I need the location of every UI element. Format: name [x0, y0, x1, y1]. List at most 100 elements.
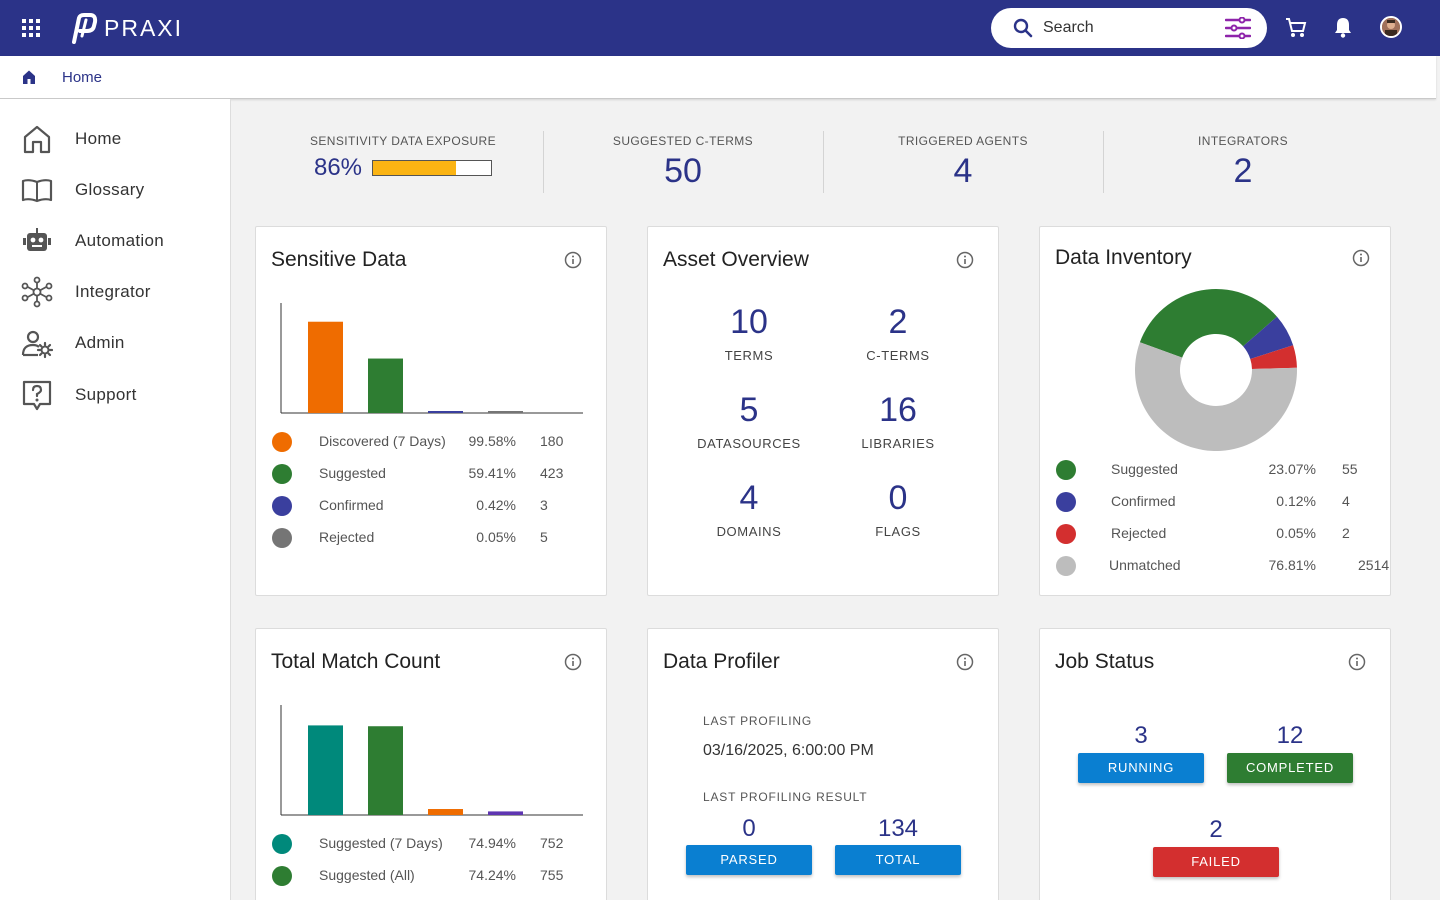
- logo-text: PRAXI: [104, 14, 184, 41]
- exposure-progress-bar: [372, 160, 493, 176]
- legend-count: 2: [1342, 525, 1350, 541]
- sidebar-item-automation[interactable]: Automation: [0, 219, 230, 263]
- sidebar-item-support[interactable]: Support: [0, 373, 230, 417]
- donut-slice[interactable]: [1135, 342, 1297, 451]
- total-button[interactable]: TOTAL: [835, 845, 961, 875]
- apps-grid-icon[interactable]: [22, 19, 40, 37]
- bar[interactable]: [308, 725, 343, 815]
- sidebar-item-label: Automation: [75, 231, 164, 250]
- bar[interactable]: [308, 321, 343, 413]
- running-button[interactable]: RUNNING: [1078, 753, 1204, 783]
- info-icon[interactable]: [956, 653, 974, 671]
- info-icon[interactable]: [1352, 249, 1370, 267]
- info-icon[interactable]: [564, 653, 582, 671]
- completed-button[interactable]: COMPLETED: [1227, 753, 1353, 783]
- filter-icon[interactable]: [1225, 17, 1251, 39]
- book-icon: [21, 179, 53, 203]
- bar[interactable]: [488, 411, 523, 413]
- stat-value: 0: [888, 479, 908, 517]
- search-input[interactable]: [1043, 19, 1213, 37]
- legend-dot: [272, 464, 292, 484]
- data-inventory-donut-chart: [1135, 289, 1297, 451]
- legend-name: Suggested (7 Days): [319, 835, 443, 851]
- stat-datasources[interactable]: 5 DATASOURCES: [674, 391, 824, 451]
- card-title: Sensitive Data: [271, 248, 407, 271]
- card-job-status: Job Status 3 RUNNING 12 COMPLETED 2 FAIL…: [1039, 628, 1391, 900]
- bar[interactable]: [488, 811, 523, 815]
- donut-slice[interactable]: [1243, 316, 1294, 359]
- legend-name: Confirmed: [319, 497, 384, 513]
- legend-name: Suggested: [1111, 461, 1178, 477]
- home-icon[interactable]: [21, 69, 37, 85]
- sidebar-item-label: Integrator: [75, 282, 151, 301]
- bar[interactable]: [428, 809, 463, 815]
- sidebar-item-integrator[interactable]: Integrator: [0, 270, 230, 314]
- praxi-logo[interactable]: PRAXI: [66, 12, 183, 44]
- parsed-button[interactable]: PARSED: [686, 845, 812, 875]
- running-count: 3: [1134, 722, 1148, 749]
- kpi-divider: [543, 131, 544, 193]
- breadcrumb-home-link[interactable]: Home: [62, 69, 103, 86]
- legend-row: Confirmed 0.12% 4: [1056, 490, 1386, 514]
- legend-pct: 74.24%: [468, 867, 516, 883]
- stat-label: DATASOURCES: [697, 436, 801, 451]
- kpi-label: SUGGESTED C-TERMS: [612, 134, 754, 148]
- stat-domains[interactable]: 4 DOMAINS: [674, 479, 824, 539]
- legend-pct: 99.58%: [468, 433, 516, 449]
- bar[interactable]: [368, 726, 403, 815]
- info-icon[interactable]: [564, 251, 582, 269]
- card-title: Job Status: [1055, 650, 1155, 673]
- legend-row: Suggested (7 Days) 74.94% 752: [272, 832, 572, 856]
- legend-dot: [1056, 492, 1076, 512]
- stat-value: 5: [739, 391, 759, 429]
- legend-count: 752: [540, 835, 564, 851]
- legend-count: 423: [540, 465, 564, 481]
- breadcrumb: Home: [0, 56, 1436, 99]
- legend-pct: 0.05%: [476, 529, 516, 545]
- info-icon[interactable]: [1348, 653, 1366, 671]
- legend-count: 55: [1342, 461, 1358, 477]
- legend-row: Unmatched 76.81% 2514: [1056, 554, 1390, 578]
- legend-pct: 0.05%: [1276, 525, 1316, 541]
- legend-name: Suggested: [319, 465, 386, 481]
- avatar[interactable]: [1380, 16, 1402, 38]
- legend-dot: [272, 432, 292, 452]
- legend-pct: 76.81%: [1268, 557, 1316, 573]
- card-title: Data Inventory: [1055, 246, 1192, 269]
- kpi-divider: [823, 131, 824, 193]
- stat-terms[interactable]: 10 TERMS: [674, 303, 824, 363]
- bar[interactable]: [428, 411, 463, 413]
- kpi-label: INTEGRATORS: [1198, 134, 1288, 148]
- kpi-value: 86%: [313, 154, 363, 181]
- legend-pct: 0.12%: [1276, 493, 1316, 509]
- search-icon[interactable]: [1013, 18, 1033, 38]
- cart-icon[interactable]: [1285, 17, 1307, 39]
- sidebar-item-admin[interactable]: Admin: [0, 321, 230, 365]
- stat-cterms[interactable]: 2 C-TERMS: [823, 303, 973, 363]
- praxi-logo-icon: [72, 13, 98, 44]
- sidebar-item-glossary[interactable]: Glossary: [0, 168, 230, 212]
- card-title: Asset Overview: [663, 248, 809, 271]
- legend-count: 2514: [1358, 557, 1390, 573]
- donut-slice[interactable]: [1250, 345, 1297, 369]
- kpi-integrators: INTEGRATORS 2: [1103, 134, 1383, 191]
- legend-name: Unmatched: [1109, 557, 1181, 573]
- legend-dot: [272, 866, 292, 886]
- stat-flags[interactable]: 0 FLAGS: [823, 479, 973, 539]
- bar[interactable]: [368, 358, 403, 413]
- search-bar[interactable]: [991, 8, 1267, 48]
- sidebar-item-label: Glossary: [75, 180, 145, 199]
- exposure-row: 86%: [263, 154, 543, 182]
- info-icon[interactable]: [956, 251, 974, 269]
- legend-count: 5: [540, 529, 548, 545]
- kpi-value: 2: [1233, 152, 1253, 190]
- bell-icon[interactable]: [1333, 16, 1353, 38]
- stat-libraries[interactable]: 16 LIBRARIES: [823, 391, 973, 451]
- donut-slice[interactable]: [1139, 289, 1277, 358]
- failed-button[interactable]: FAILED: [1153, 847, 1279, 877]
- sidebar-item-home[interactable]: Home: [0, 117, 230, 161]
- stat-value: 2: [888, 303, 908, 341]
- kpi-triggered-agents: TRIGGERED AGENTS 4: [823, 134, 1103, 191]
- total-match-bar-chart: [280, 705, 583, 816]
- legend-row: Discovered (7 Days) 99.58% 180: [272, 430, 572, 454]
